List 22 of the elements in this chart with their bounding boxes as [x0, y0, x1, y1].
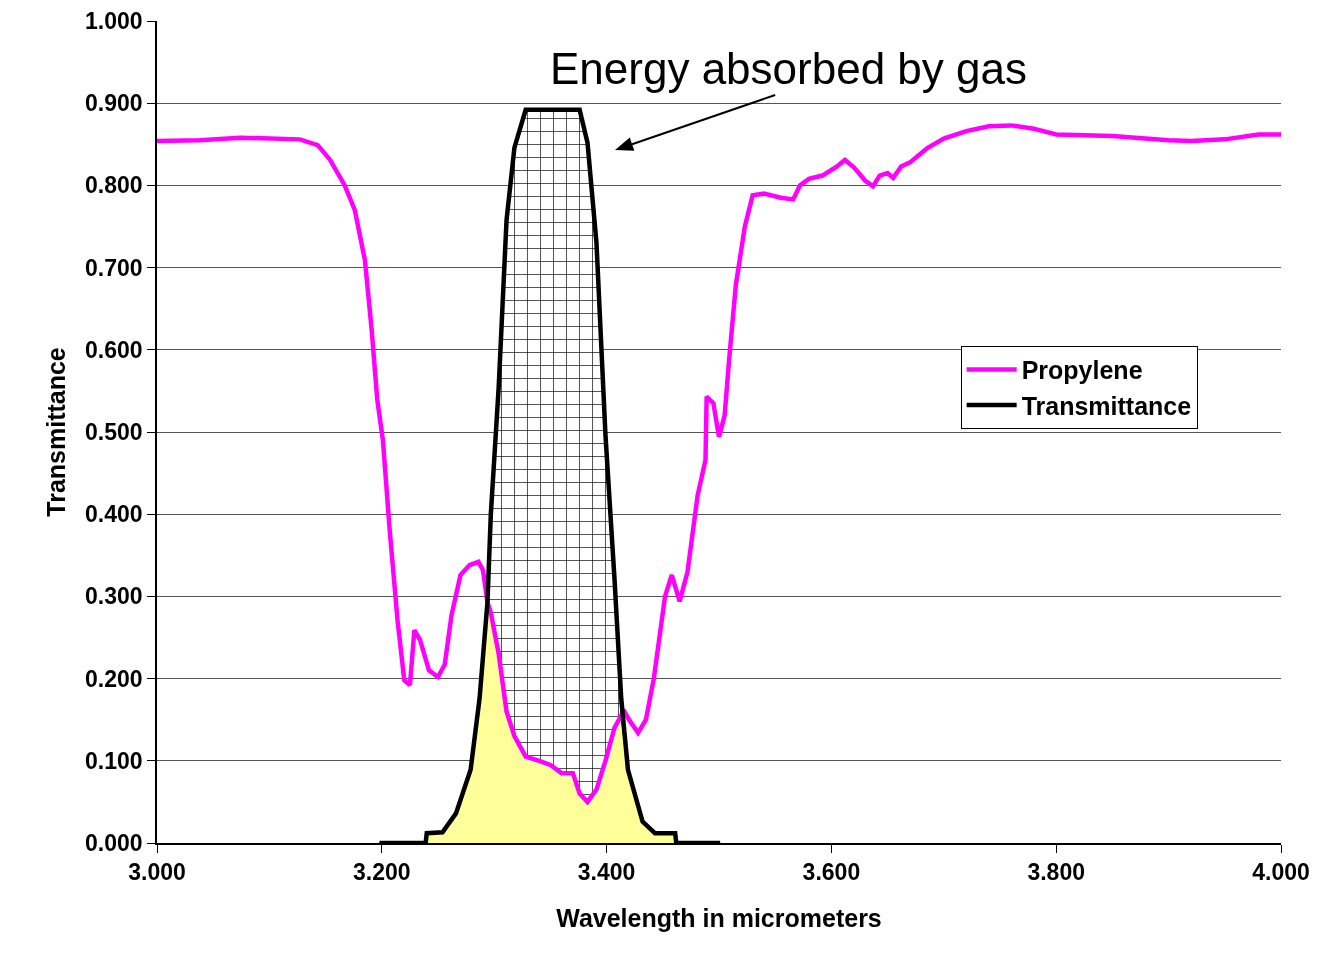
y-tick-label: 0.100: [85, 747, 143, 774]
x-tick-label: 3.200: [353, 859, 411, 886]
y-tick-label: 0.600: [85, 336, 143, 363]
legend-label: Propylene: [1021, 356, 1143, 385]
annotation: Energy absorbed by gas: [550, 44, 1027, 93]
y-tick-label: 0.200: [85, 665, 143, 692]
y-axis-title: Transmittance: [42, 347, 71, 517]
y-tick-label: 0.000: [85, 830, 143, 857]
y-tick-label: 0.900: [85, 90, 143, 117]
legend-label: Transmittance: [1021, 391, 1192, 420]
x-tick-label: 3.000: [128, 859, 186, 886]
y-tick-label: 1.000: [85, 8, 143, 35]
y-tick-label: 0.700: [85, 254, 143, 281]
x-tick-label: 4.000: [1252, 859, 1310, 886]
y-tick-label: 0.300: [85, 583, 143, 610]
x-tick-label: 3.400: [577, 859, 636, 886]
y-tick-label: 0.500: [85, 419, 143, 446]
y-tick-label: 0.400: [85, 501, 143, 528]
y-tick-label: 0.800: [85, 172, 143, 199]
x-tick-label: 3.600: [802, 859, 861, 886]
x-tick-label: 3.800: [1027, 859, 1085, 886]
x-axis-title: Wavelength in micrometers: [556, 903, 882, 932]
